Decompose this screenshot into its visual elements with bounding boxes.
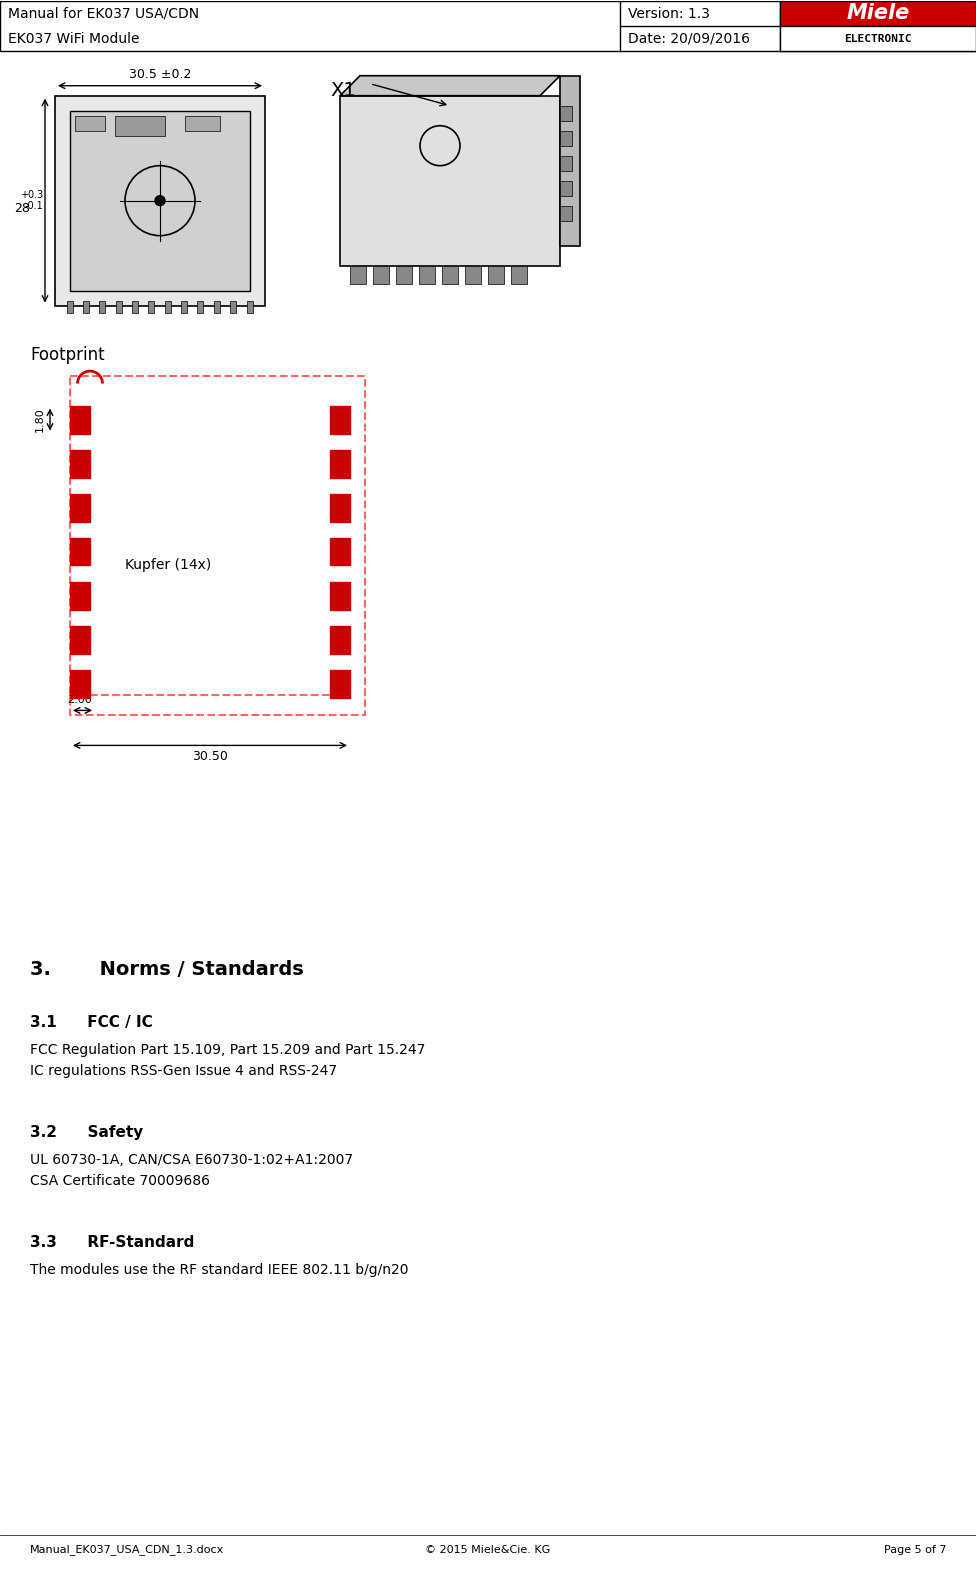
Bar bbox=[181, 301, 187, 312]
Bar bbox=[70, 538, 90, 565]
Text: 3.1   FCC / IC: 3.1 FCC / IC bbox=[30, 1015, 153, 1030]
Text: 28: 28 bbox=[14, 202, 30, 215]
Text: Footprint: Footprint bbox=[30, 346, 104, 363]
Text: Date: 20/09/2016: Date: 20/09/2016 bbox=[628, 32, 750, 46]
Bar bbox=[340, 96, 560, 265]
Bar bbox=[67, 301, 73, 312]
Bar bbox=[70, 450, 90, 478]
Bar bbox=[330, 582, 350, 611]
Text: EK037 WiFi Module: EK037 WiFi Module bbox=[8, 32, 140, 46]
Text: +0.3
-0.1: +0.3 -0.1 bbox=[20, 189, 43, 211]
Text: Kupfer (14x): Kupfer (14x) bbox=[125, 559, 211, 573]
Text: X1: X1 bbox=[330, 80, 355, 99]
Bar bbox=[115, 115, 165, 136]
Text: UL 60730-1A, CAN/CSA E60730-1:02+A1:2007
CSA Certificate 70009686: UL 60730-1A, CAN/CSA E60730-1:02+A1:2007… bbox=[30, 1154, 353, 1188]
Bar bbox=[350, 265, 366, 284]
Bar bbox=[373, 265, 389, 284]
Bar bbox=[83, 301, 89, 312]
Bar bbox=[185, 115, 220, 131]
Bar bbox=[419, 265, 435, 284]
Bar bbox=[70, 110, 250, 290]
Bar bbox=[330, 538, 350, 565]
Text: 1.80: 1.80 bbox=[35, 407, 45, 432]
Bar bbox=[116, 301, 122, 312]
Polygon shape bbox=[340, 76, 560, 96]
Text: 30.5 ±0.2: 30.5 ±0.2 bbox=[129, 68, 191, 80]
Bar bbox=[511, 265, 527, 284]
Bar bbox=[560, 106, 572, 120]
Bar bbox=[560, 205, 572, 221]
Bar bbox=[230, 301, 236, 312]
Bar bbox=[488, 265, 504, 284]
Bar bbox=[197, 301, 203, 312]
Text: 30.50: 30.50 bbox=[192, 751, 228, 764]
Text: FCC Regulation Part 15.109, Part 15.209 and Part 15.247
IC regulations RSS-Gen I: FCC Regulation Part 15.109, Part 15.209 … bbox=[30, 1043, 426, 1078]
Text: Miele: Miele bbox=[846, 3, 910, 22]
Bar bbox=[70, 406, 90, 434]
Bar bbox=[148, 301, 154, 312]
Bar bbox=[70, 582, 90, 611]
Polygon shape bbox=[560, 76, 580, 246]
Bar bbox=[70, 376, 365, 715]
Bar bbox=[99, 301, 105, 312]
Text: Page 5 of 7: Page 5 of 7 bbox=[883, 1545, 946, 1554]
Bar bbox=[442, 265, 458, 284]
Bar bbox=[465, 265, 481, 284]
Bar bbox=[780, 25, 976, 50]
Bar bbox=[330, 450, 350, 478]
Text: 2.00: 2.00 bbox=[67, 696, 93, 705]
Bar bbox=[560, 156, 572, 170]
Bar bbox=[780, 0, 976, 25]
Text: © 2015 Miele&Cie. KG: © 2015 Miele&Cie. KG bbox=[426, 1545, 550, 1554]
Text: 3.2   Safety: 3.2 Safety bbox=[30, 1125, 143, 1141]
Bar bbox=[70, 494, 90, 521]
Bar bbox=[75, 115, 105, 131]
Bar bbox=[70, 626, 90, 655]
Bar bbox=[330, 406, 350, 434]
Text: Version: 1.3: Version: 1.3 bbox=[628, 6, 710, 21]
Bar bbox=[0, 0, 976, 50]
Bar bbox=[560, 131, 572, 145]
Text: Manual for EK037 USA/CDN: Manual for EK037 USA/CDN bbox=[8, 6, 199, 21]
Text: ELECTRONIC: ELECTRONIC bbox=[844, 33, 912, 44]
Bar bbox=[247, 301, 253, 312]
Bar bbox=[70, 671, 90, 699]
Bar bbox=[560, 180, 572, 196]
Circle shape bbox=[155, 196, 165, 205]
Bar bbox=[55, 96, 265, 306]
Text: The modules use the RF standard IEEE 802.11 b/g/n20: The modules use the RF standard IEEE 802… bbox=[30, 1262, 409, 1277]
Bar bbox=[132, 301, 138, 312]
Bar bbox=[214, 301, 220, 312]
Bar bbox=[165, 301, 171, 312]
Bar bbox=[330, 671, 350, 699]
Text: 3.3   RF-Standard: 3.3 RF-Standard bbox=[30, 1236, 194, 1250]
Bar bbox=[330, 494, 350, 521]
Text: Manual_EK037_USA_CDN_1.3.docx: Manual_EK037_USA_CDN_1.3.docx bbox=[30, 1545, 224, 1554]
Text: 3.   Norms / Standards: 3. Norms / Standards bbox=[30, 961, 304, 980]
Bar bbox=[396, 265, 412, 284]
Bar bbox=[330, 626, 350, 655]
